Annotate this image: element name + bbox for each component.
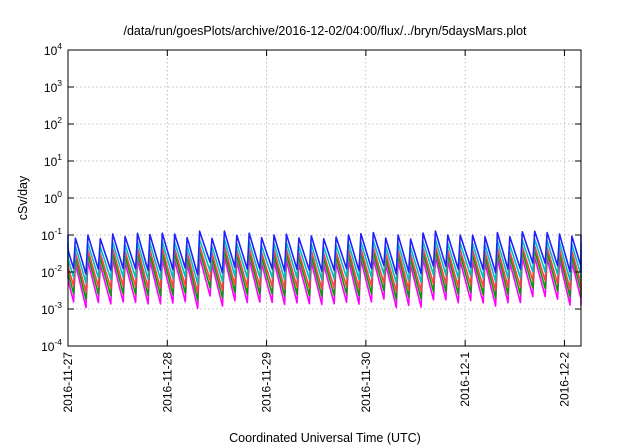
chart-title: /data/run/goesPlots/archive/2016-12-02/0… bbox=[123, 24, 527, 38]
y-tick-label: 102 bbox=[44, 115, 62, 132]
series-line-5 bbox=[67, 230, 582, 276]
series-line-2 bbox=[67, 249, 582, 301]
x-tick-label: 2016-11-27 bbox=[61, 352, 75, 413]
series-line-3 bbox=[67, 245, 582, 294]
series-line-4 bbox=[67, 238, 582, 285]
y-tick-label: 103 bbox=[44, 78, 62, 95]
series-line-1 bbox=[67, 256, 582, 310]
y-tick-label: 104 bbox=[44, 41, 62, 58]
y-tick-label: 10-2 bbox=[41, 263, 62, 280]
x-axis-label: Coordinated Universal Time (UTC) bbox=[229, 431, 421, 445]
x-tick-label: 2016-11-30 bbox=[359, 352, 373, 413]
x-tick-label: 2016-12-2 bbox=[557, 352, 571, 407]
series-layer bbox=[67, 230, 582, 310]
y-tick-label: 10-3 bbox=[41, 300, 62, 317]
y-tick-label: 10-4 bbox=[41, 337, 62, 354]
x-tick-label: 2016-12-1 bbox=[458, 352, 472, 407]
y-tick-label: 100 bbox=[44, 189, 62, 206]
y-tick-label: 101 bbox=[44, 152, 62, 169]
grid-layer bbox=[68, 50, 581, 346]
x-tick-label: 2016-11-29 bbox=[260, 352, 274, 413]
y-axis-label: cSv/day bbox=[16, 175, 30, 220]
x-tick-label: 2016-11-28 bbox=[160, 352, 174, 413]
tick-layer: 10-4 10-3 10-2 10-1 100 101 102 103 104 2016-11-2… bbox=[41, 41, 581, 413]
y-tick-label: 10-1 bbox=[41, 226, 62, 243]
